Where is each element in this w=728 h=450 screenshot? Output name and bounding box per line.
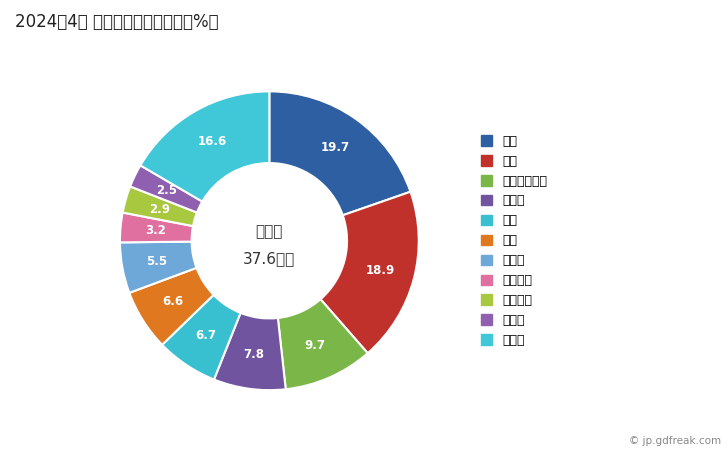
Legend: 中国, 米国, インドネシア, トルコ, タイ, 韓国, インド, オランダ, ブラジル, チェコ, その他: 中国, 米国, インドネシア, トルコ, タイ, 韓国, インド, オランダ, … <box>481 135 547 346</box>
Text: 2024年4月 輸出相手国のシェア（%）: 2024年4月 輸出相手国のシェア（%） <box>15 14 218 32</box>
Text: 37.6億円: 37.6億円 <box>243 251 296 266</box>
Text: 2.9: 2.9 <box>149 202 170 216</box>
Wedge shape <box>214 313 285 390</box>
Wedge shape <box>130 268 213 345</box>
Text: 6.6: 6.6 <box>162 295 183 308</box>
Text: 16.6: 16.6 <box>198 135 227 148</box>
Wedge shape <box>122 186 197 226</box>
Text: 19.7: 19.7 <box>321 141 350 154</box>
Wedge shape <box>269 91 411 215</box>
Wedge shape <box>130 165 202 212</box>
Text: 3.2: 3.2 <box>145 224 166 237</box>
Text: © jp.gdfreak.com: © jp.gdfreak.com <box>628 436 721 446</box>
Text: 18.9: 18.9 <box>365 264 395 276</box>
Text: 7.8: 7.8 <box>243 347 264 360</box>
Text: 9.7: 9.7 <box>305 339 326 352</box>
Wedge shape <box>120 242 197 293</box>
Wedge shape <box>278 299 368 389</box>
Text: 6.7: 6.7 <box>195 329 216 342</box>
Text: 2.5: 2.5 <box>156 184 177 198</box>
Wedge shape <box>320 192 419 353</box>
Wedge shape <box>141 91 269 202</box>
Wedge shape <box>162 295 240 379</box>
Wedge shape <box>120 212 193 243</box>
Text: 5.5: 5.5 <box>146 255 167 268</box>
Text: 総　額: 総 額 <box>256 224 283 239</box>
